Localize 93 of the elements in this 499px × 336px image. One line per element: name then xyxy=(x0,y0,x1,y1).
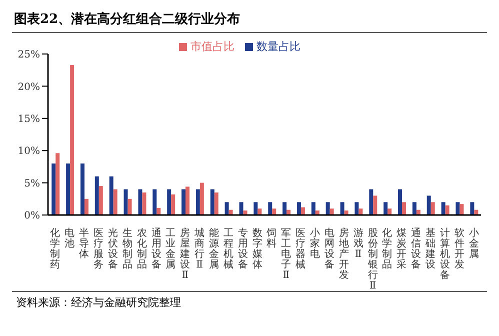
bar xyxy=(354,202,359,215)
text: 资料来源：经济与金融研究院整理 xyxy=(15,295,182,311)
bar xyxy=(412,202,416,215)
bar xyxy=(384,202,388,215)
bar xyxy=(426,196,431,215)
x-tick-label: 计算机设备 xyxy=(440,227,450,281)
bar xyxy=(369,189,374,215)
y-tick-label: 25% xyxy=(18,50,40,61)
bar xyxy=(254,202,258,215)
bar xyxy=(142,192,146,215)
x-tick-label: 电网设备 xyxy=(324,227,334,270)
bar xyxy=(124,189,128,215)
bar xyxy=(171,194,176,215)
bar xyxy=(272,208,276,215)
x-tick-label: 医疗服务 xyxy=(94,228,104,270)
bar xyxy=(282,202,287,215)
y-tick-label: 10% xyxy=(18,146,40,158)
bar xyxy=(470,202,474,215)
x-tick-label: 房地产开发 xyxy=(338,227,349,281)
bar xyxy=(402,202,406,215)
x-tick-label: 化学制药 xyxy=(50,227,60,270)
bar xyxy=(113,189,118,215)
bar xyxy=(70,64,74,215)
bar xyxy=(456,202,460,215)
x-tick-label: 生物制品 xyxy=(122,227,132,270)
bar xyxy=(340,202,344,215)
x-tick-label: 农化制品 xyxy=(136,228,147,270)
bar xyxy=(430,202,435,215)
x-tick-label: 军工电子Ⅱ xyxy=(281,228,292,281)
bar xyxy=(186,186,190,215)
bar xyxy=(373,196,378,215)
x-tick-label: 工业金属 xyxy=(166,228,176,270)
bar xyxy=(167,189,172,215)
bar xyxy=(52,163,56,215)
bar xyxy=(94,176,99,215)
bar xyxy=(460,204,464,215)
x-tick-label: 通信设备 xyxy=(411,227,422,270)
x-tick-label: 化学制品 xyxy=(382,227,392,270)
bar xyxy=(224,202,229,215)
x-tick-label: 饲料 xyxy=(266,228,277,250)
bar xyxy=(388,208,392,215)
bar xyxy=(441,202,446,215)
x-tick-label: 光伏设备 xyxy=(108,227,118,270)
x-tick-label: 股份制银行Ⅱ xyxy=(366,228,378,292)
bar xyxy=(98,186,103,215)
bar xyxy=(128,198,132,215)
chart-title: 图表22、潜在高分红组合二级行业分布 xyxy=(13,10,242,29)
legend-label: 市值占比 xyxy=(190,40,234,53)
bar xyxy=(311,202,316,215)
x-tick-label: 房屋建设Ⅱ xyxy=(179,227,190,281)
x-tick-label: 电池 xyxy=(64,227,75,250)
x-tick-label: 数字媒体 xyxy=(252,228,262,270)
bar xyxy=(109,176,114,215)
x-tick-label: 软件开发 xyxy=(454,227,464,270)
x-tick-label: 能源金属 xyxy=(208,227,219,270)
y-tick-label: 20% xyxy=(18,82,40,93)
bar xyxy=(156,208,161,215)
x-tick-label: 煤炭开采 xyxy=(396,227,407,270)
bar xyxy=(296,202,301,215)
x-tick-label: 基础建设 xyxy=(424,227,436,270)
bar xyxy=(445,205,450,215)
bar xyxy=(330,208,334,215)
bar xyxy=(196,189,200,215)
y-tick-label: 15% xyxy=(18,114,40,125)
x-tick-label: 专用设备 xyxy=(238,227,248,270)
bar xyxy=(182,189,186,215)
x-tick-label: 通用设备 xyxy=(151,227,162,270)
bar xyxy=(358,208,363,215)
bar xyxy=(398,189,402,215)
legend-label: 数量占比 xyxy=(256,40,300,53)
bar xyxy=(214,192,218,215)
y-tick-label: 0% xyxy=(24,210,40,222)
x-tick-label: 工程机械 xyxy=(223,228,234,270)
x-tick-label: 半导体 xyxy=(79,227,90,260)
bar xyxy=(80,163,84,215)
bar xyxy=(138,189,142,215)
x-tick-label: 小家电 xyxy=(310,227,320,260)
bar xyxy=(258,208,262,215)
bar xyxy=(66,163,70,215)
bar xyxy=(152,189,157,215)
bar xyxy=(84,198,88,215)
bar xyxy=(210,189,214,215)
x-tick-label: 小金属 xyxy=(468,227,479,260)
bar xyxy=(56,153,60,215)
bar xyxy=(200,182,204,215)
x-tick-label: 游戏Ⅱ xyxy=(353,227,364,260)
x-tick-label: 城商行Ⅱ xyxy=(194,227,205,270)
y-tick-label: 5% xyxy=(24,178,40,190)
bar xyxy=(239,202,244,215)
bar xyxy=(326,202,330,215)
bar xyxy=(268,202,272,215)
x-tick-label: 医疗器械 xyxy=(296,228,306,270)
bar xyxy=(300,207,305,215)
